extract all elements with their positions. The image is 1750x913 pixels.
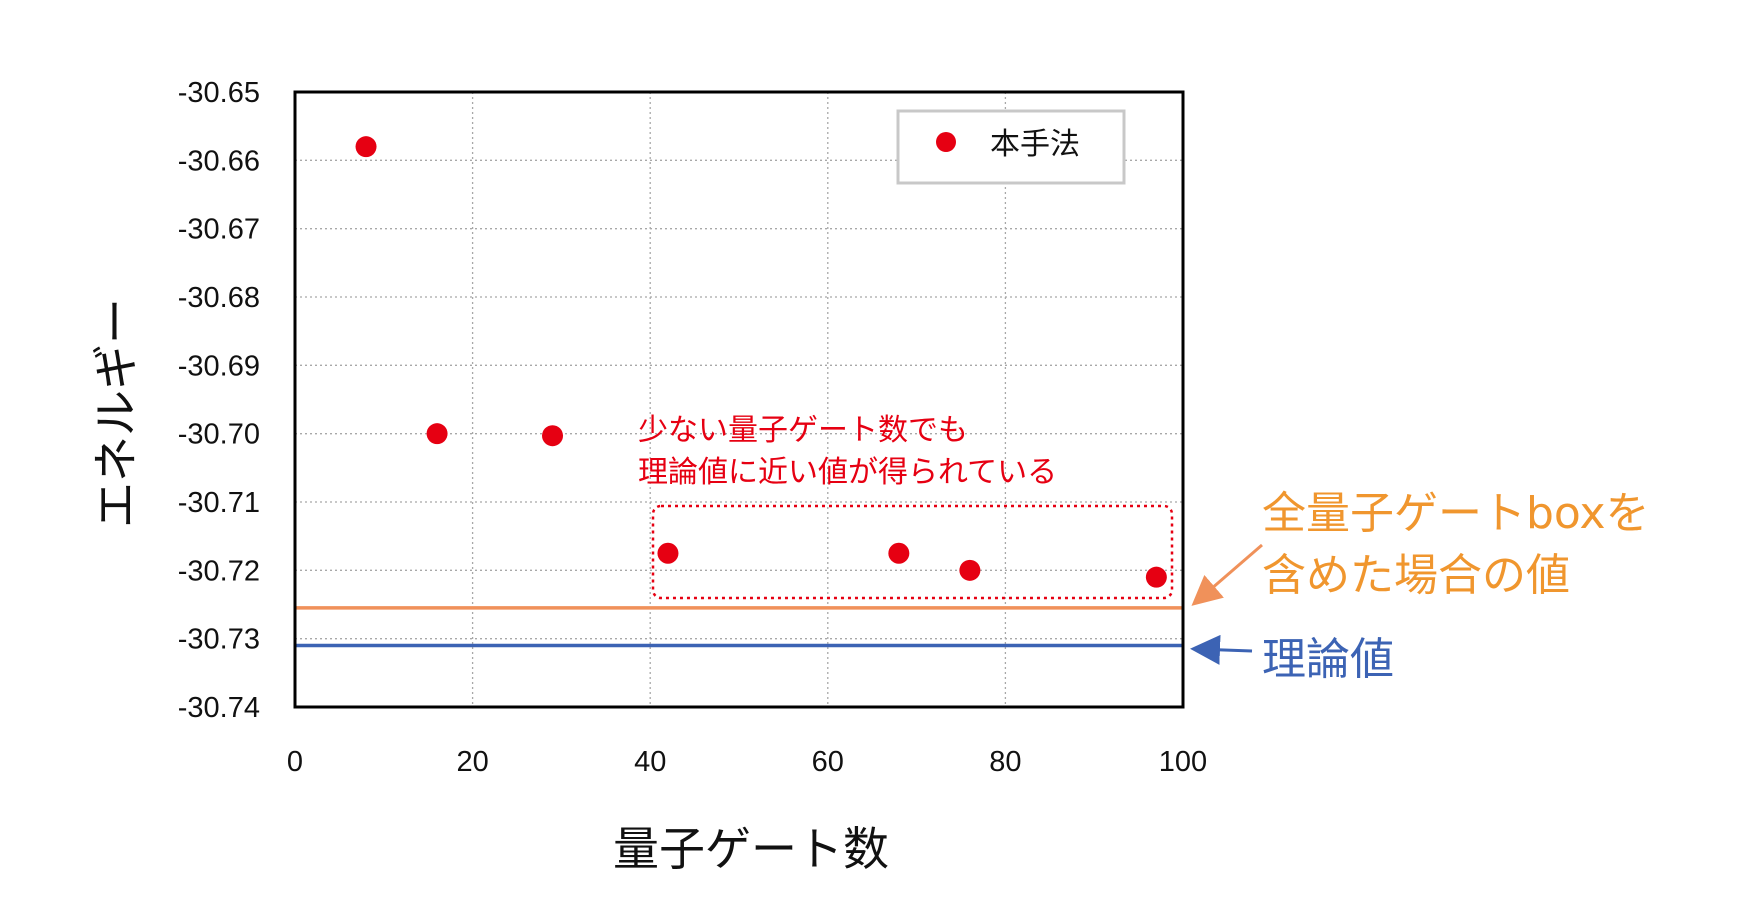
x-tick-label: 80 (989, 746, 1021, 778)
data-point (426, 423, 448, 445)
legend-label: 本手法 (990, 127, 1080, 162)
data-point (657, 542, 679, 564)
annotation-line-1: 少ない量子ゲート数でも (638, 413, 968, 448)
x-tick-label: 20 (456, 746, 488, 778)
data-point (1145, 566, 1167, 588)
highlight-box (651, 504, 1174, 600)
y-tick-label: -30.71 (178, 487, 260, 519)
plot-frame (293, 90, 1185, 709)
y-tick-label: -30.68 (178, 282, 260, 314)
legend: 本手法 (896, 109, 1126, 185)
data-point (959, 559, 981, 581)
x-tick-label: 60 (812, 746, 844, 778)
orange-ref-label-line-1: 全量子ゲートboxを (1262, 488, 1650, 539)
orange-arrow (1191, 543, 1263, 606)
data-point (888, 542, 910, 564)
blue-ref-label: 理論値 (1262, 634, 1394, 685)
y-tick-label: -30.69 (178, 350, 260, 382)
data-point (355, 136, 377, 158)
data-point (542, 425, 564, 447)
y-tick-label: -30.74 (178, 692, 260, 724)
legend-box (896, 109, 1126, 185)
y-tick-label: -30.70 (178, 419, 260, 451)
y-tick-label: -30.66 (178, 145, 260, 177)
legend-marker (936, 132, 956, 152)
y-tick-labels: -30.65 -30.66 -30.67 -30.68 -30.69 -30.70 -30.… (178, 77, 260, 724)
orange-ref-label-line-2: 含めた場合の値 (1262, 550, 1570, 601)
blue-arrow (1190, 634, 1253, 665)
x-tick-label: 0 (287, 746, 303, 778)
y-tick-label: -30.67 (178, 214, 260, 246)
x-axis-title: 量子ゲート数 (613, 822, 889, 876)
data-points (355, 136, 1167, 588)
y-tick-label: -30.65 (178, 77, 260, 109)
x-tick-label: 40 (634, 746, 666, 778)
annotation-line-2: 理論値に近い値が得られている (638, 455, 1057, 490)
x-tick-labels: 0 20 40 60 80 100 (287, 746, 1207, 778)
reference-lines (295, 606, 1183, 648)
x-tick-label: 100 (1159, 746, 1207, 778)
y-tick-label: -30.73 (178, 624, 260, 656)
y-axis-title: エネルギー (89, 298, 143, 528)
y-tick-label: -30.72 (178, 555, 260, 587)
